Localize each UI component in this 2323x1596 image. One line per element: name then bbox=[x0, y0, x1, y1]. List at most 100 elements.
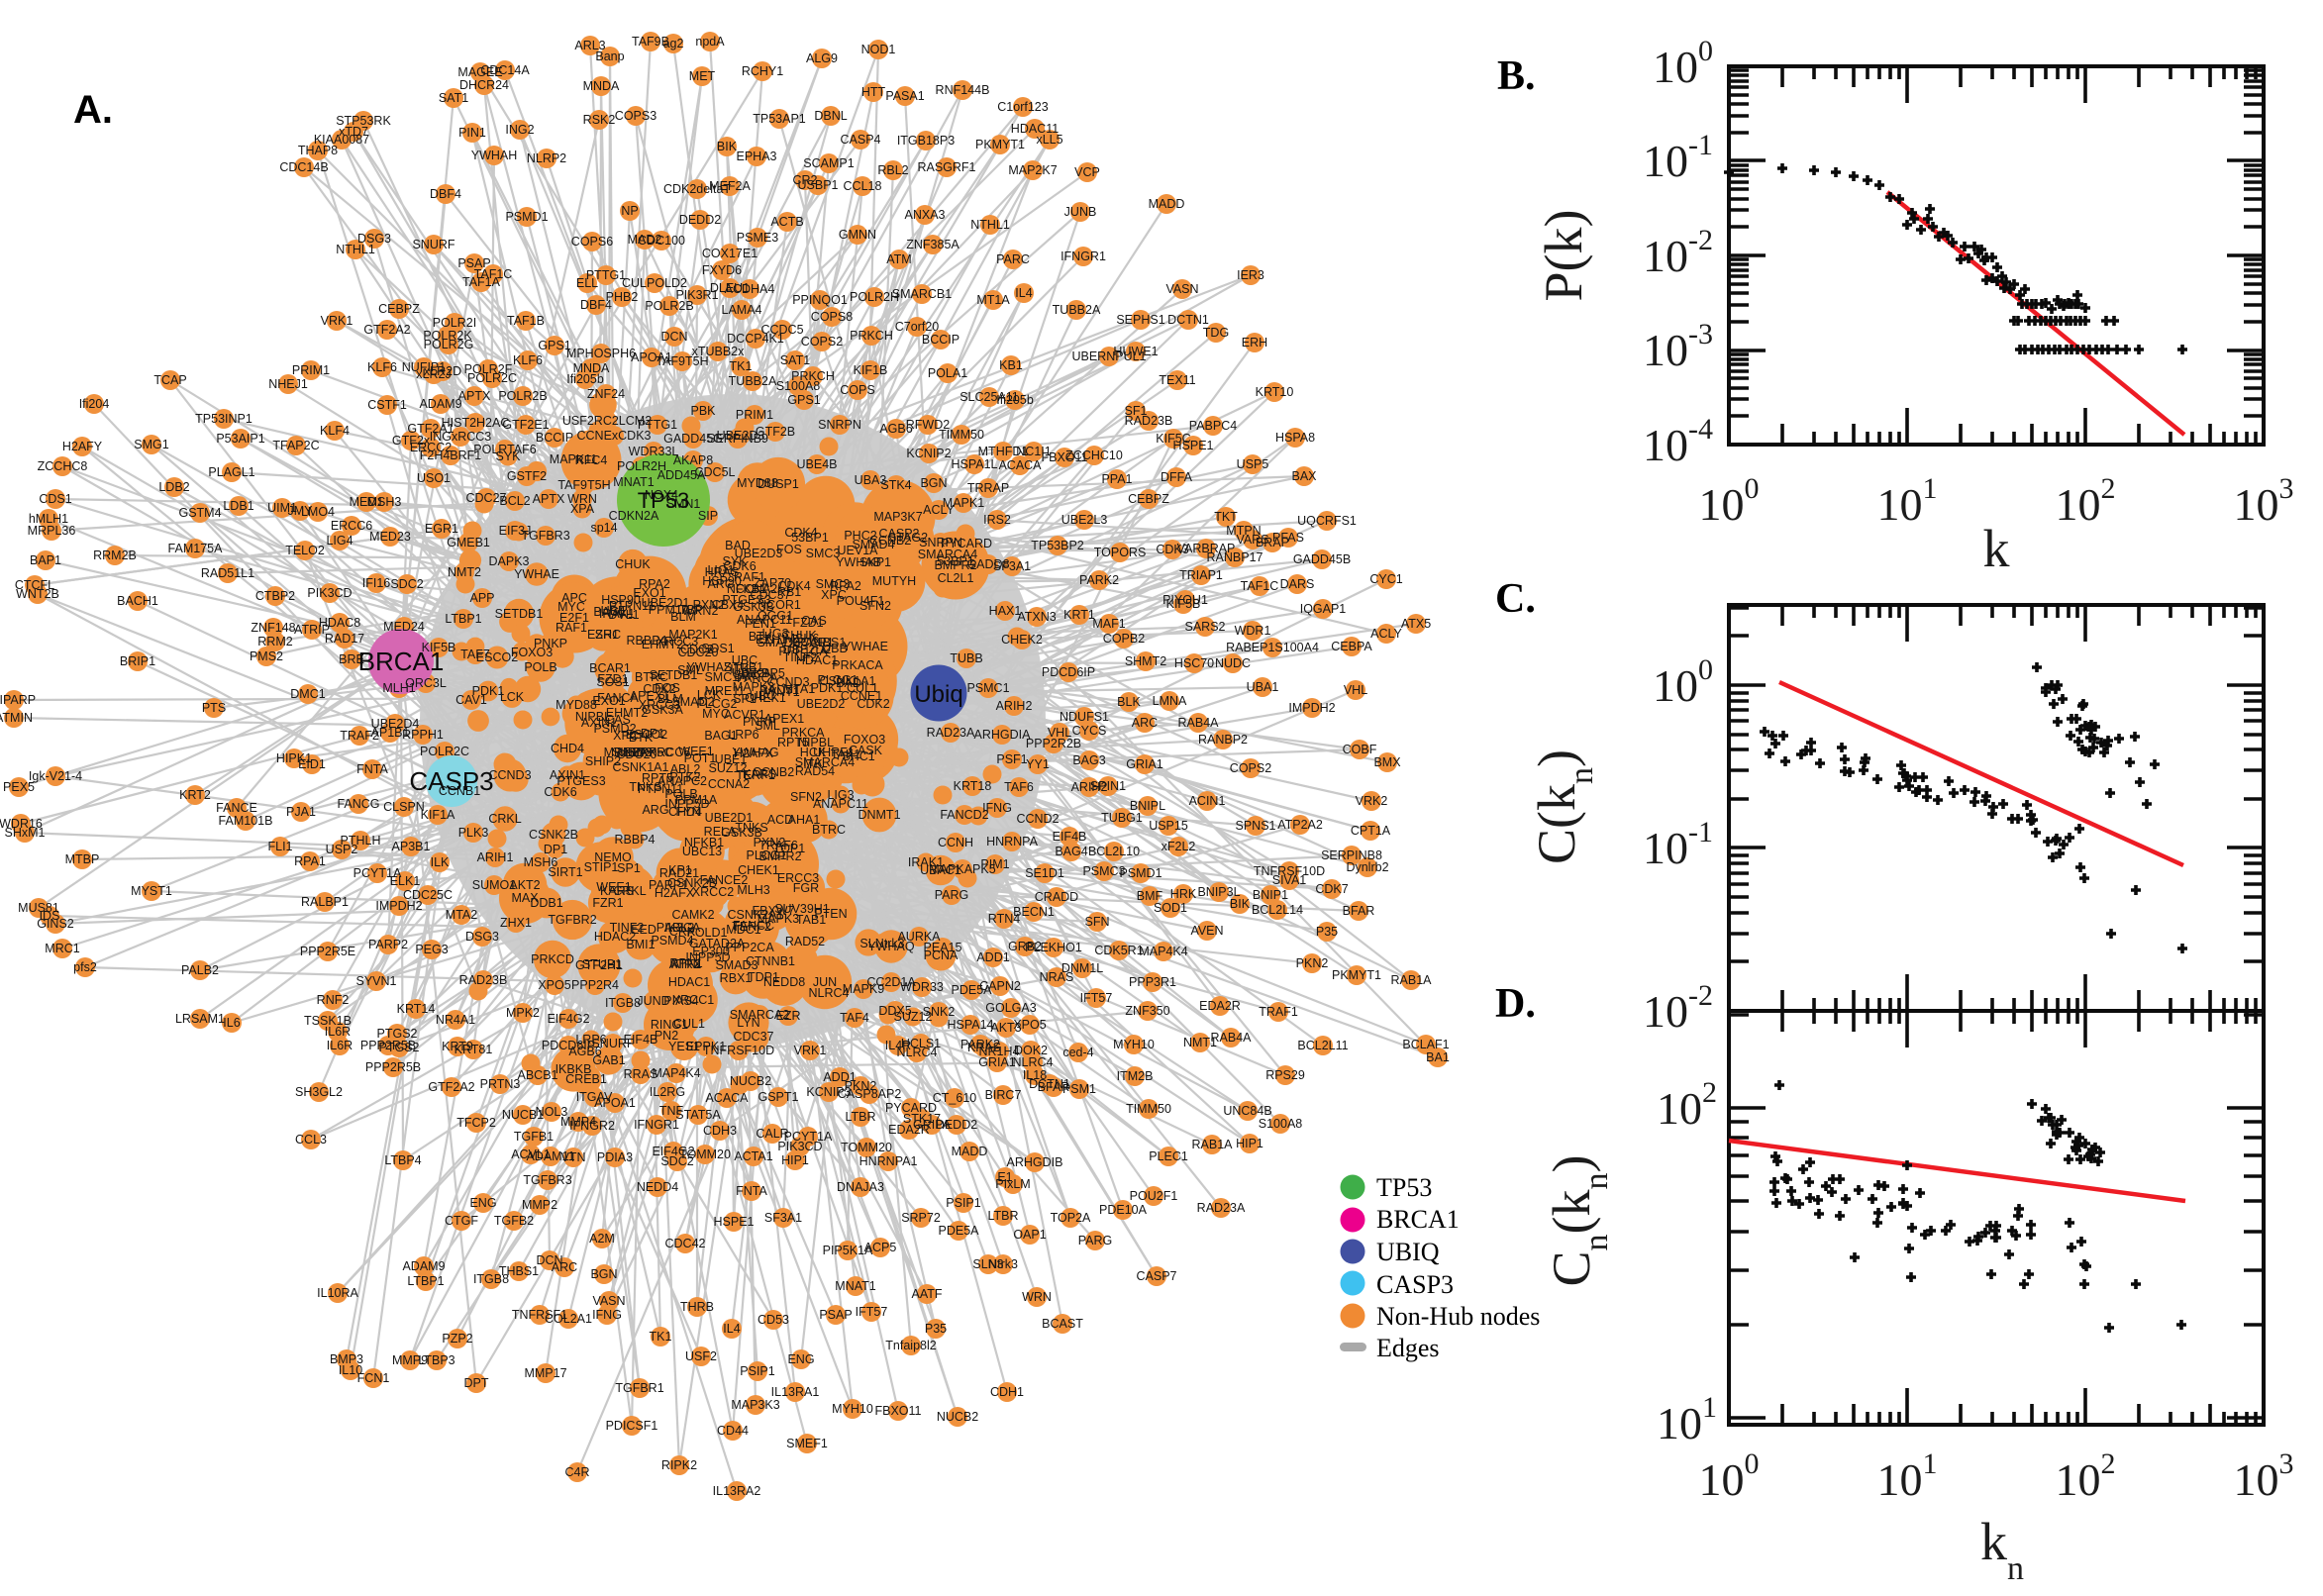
svg-text:xLR2J: xLR2J bbox=[416, 367, 451, 381]
svg-text:RBX1: RBX1 bbox=[720, 971, 753, 985]
svg-text:STK4: STK4 bbox=[880, 478, 911, 492]
svg-text:P35: P35 bbox=[925, 1322, 947, 1336]
svg-text:FLI1: FLI1 bbox=[267, 840, 292, 853]
svg-text:KLF6: KLF6 bbox=[367, 360, 397, 374]
svg-text:TRRAP: TRRAP bbox=[967, 481, 1009, 495]
svg-text:CT_610: CT_610 bbox=[933, 1091, 977, 1105]
svg-text:ADD1: ADD1 bbox=[823, 1070, 856, 1084]
svg-text:RBL2: RBL2 bbox=[877, 163, 908, 177]
svg-text:PMS2: PMS2 bbox=[250, 649, 283, 663]
svg-text:MYH10: MYH10 bbox=[832, 1402, 873, 1416]
svg-text:APP: APP bbox=[469, 591, 494, 605]
svg-text:ARIH2: ARIH2 bbox=[1071, 780, 1108, 794]
svg-text:MPHOSPH6: MPHOSPH6 bbox=[566, 347, 636, 360]
svg-text:GINS2: GINS2 bbox=[37, 917, 74, 931]
svg-text:PLK3: PLK3 bbox=[458, 826, 489, 840]
svg-text:HSPA1L: HSPA1L bbox=[951, 457, 997, 471]
svg-text:KIF5C: KIF5C bbox=[1156, 432, 1190, 446]
svg-text:PSMC1: PSMC1 bbox=[966, 681, 1009, 695]
svg-text:NUCB2: NUCB2 bbox=[937, 1410, 978, 1424]
svg-text:LYN: LYN bbox=[737, 1016, 759, 1030]
svg-text:ELK1: ELK1 bbox=[390, 874, 421, 888]
svg-text:COPB2: COPB2 bbox=[1103, 632, 1145, 646]
svg-text:MAF1: MAF1 bbox=[1092, 617, 1125, 631]
svg-text:BCL2: BCL2 bbox=[499, 494, 530, 508]
svg-text:IFT57: IFT57 bbox=[1080, 991, 1113, 1005]
svg-text:GMEB1: GMEB1 bbox=[447, 536, 490, 549]
svg-text:CEBPZ: CEBPZ bbox=[378, 302, 420, 316]
svg-text:RFWD2: RFWD2 bbox=[906, 418, 950, 432]
svg-text:DUSP1: DUSP1 bbox=[758, 477, 799, 491]
svg-text:C1orf123: C1orf123 bbox=[997, 100, 1048, 114]
svg-text:APEX1: APEX1 bbox=[764, 712, 804, 726]
svg-text:TAB1: TAB1 bbox=[796, 913, 826, 927]
svg-text:PSMD1: PSMD1 bbox=[1119, 866, 1162, 880]
svg-text:CDH3: CDH3 bbox=[703, 1124, 737, 1138]
svg-text:TEX11: TEX11 bbox=[1159, 373, 1195, 387]
svg-text:CDC100: CDC100 bbox=[638, 234, 685, 248]
svg-text:CHD4: CHD4 bbox=[551, 742, 584, 755]
svg-text:TKT: TKT bbox=[1214, 510, 1238, 524]
svg-text:ARC: ARC bbox=[552, 1260, 577, 1274]
svg-text:GADD45B: GADD45B bbox=[1293, 552, 1351, 566]
svg-text:Ifi205b: Ifi205b bbox=[996, 393, 1034, 407]
svg-text:XPA: XPA bbox=[570, 502, 595, 516]
svg-text:THAP8: THAP8 bbox=[298, 144, 338, 157]
svg-text:EGR1: EGR1 bbox=[425, 522, 458, 536]
svg-text:CREB1: CREB1 bbox=[565, 1072, 607, 1086]
svg-text:MADD: MADD bbox=[952, 1145, 988, 1158]
svg-text:VARS: VARS bbox=[1236, 533, 1268, 547]
svg-text:TUBB2A: TUBB2A bbox=[729, 374, 777, 388]
svg-text:TDP1: TDP1 bbox=[748, 970, 779, 984]
svg-text:ANXA3: ANXA3 bbox=[905, 208, 946, 222]
svg-text:SF3A1: SF3A1 bbox=[993, 559, 1031, 573]
svg-text:NHEJ1: NHEJ1 bbox=[268, 377, 308, 391]
svg-text:COPS3: COPS3 bbox=[615, 109, 656, 123]
svg-text:PALB2: PALB2 bbox=[181, 963, 219, 977]
svg-text:ABL2: ABL2 bbox=[670, 762, 701, 776]
svg-text:UBE2D3: UBE2D3 bbox=[717, 429, 765, 443]
svg-text:MUTYH: MUTYH bbox=[872, 574, 916, 588]
svg-text:BGN: BGN bbox=[920, 476, 947, 490]
svg-text:SML: SML bbox=[677, 663, 703, 677]
svg-text:Banp: Banp bbox=[595, 50, 624, 63]
svg-text:PPP1CA: PPP1CA bbox=[778, 645, 828, 658]
svg-text:BRIP1: BRIP1 bbox=[120, 654, 155, 668]
svg-text:PKMYT1: PKMYT1 bbox=[1332, 968, 1381, 982]
svg-text:MNDA: MNDA bbox=[583, 79, 620, 93]
svg-text:LRSAM1: LRSAM1 bbox=[175, 1012, 225, 1026]
svg-text:POLR2G: POLR2G bbox=[424, 338, 474, 351]
svg-text:WRN: WRN bbox=[1022, 1290, 1052, 1304]
svg-text:CDC20: CDC20 bbox=[617, 748, 657, 761]
svg-text:TAF9T5H: TAF9T5H bbox=[656, 354, 708, 368]
svg-text:PCNA: PCNA bbox=[924, 948, 959, 962]
svg-text:MED24: MED24 bbox=[383, 620, 425, 634]
svg-text:P(k): P(k) bbox=[1534, 210, 1593, 302]
svg-text:YWHAQ: YWHAQ bbox=[867, 940, 915, 953]
svg-text:RNF2: RNF2 bbox=[317, 993, 350, 1007]
svg-text:TDG: TDG bbox=[1203, 326, 1229, 340]
svg-text:Dynlrb2: Dynlrb2 bbox=[1346, 860, 1388, 874]
svg-text:RPS29: RPS29 bbox=[1265, 1068, 1305, 1082]
svg-text:NLRC4: NLRC4 bbox=[897, 1046, 938, 1059]
svg-text:ACLY: ACLY bbox=[1370, 627, 1402, 641]
svg-text:COX17E1: COX17E1 bbox=[702, 247, 758, 260]
svg-text:PARG: PARG bbox=[1078, 1234, 1113, 1247]
svg-text:MMP2: MMP2 bbox=[522, 1198, 557, 1212]
svg-text:PKMYT1: PKMYT1 bbox=[975, 138, 1025, 151]
svg-text:COPS6: COPS6 bbox=[571, 235, 613, 249]
svg-text:GSTF2: GSTF2 bbox=[507, 469, 547, 483]
svg-text:CDK5R1: CDK5R1 bbox=[1094, 944, 1143, 957]
svg-text:EIF4G2: EIF4G2 bbox=[547, 1012, 589, 1026]
svg-text:CTNNB1: CTNNB1 bbox=[746, 954, 795, 968]
svg-text:VHL: VHL bbox=[1344, 683, 1367, 697]
svg-text:TFCP2: TFCP2 bbox=[456, 1116, 496, 1130]
svg-text:TNFRSF10D: TNFRSF10D bbox=[1254, 864, 1325, 878]
svg-text:MET: MET bbox=[689, 69, 716, 83]
svg-text:USP5: USP5 bbox=[1237, 457, 1269, 471]
svg-text:USF2: USF2 bbox=[685, 1349, 717, 1363]
svg-text:H2AFX: H2AFX bbox=[734, 747, 774, 760]
svg-text:ILK: ILK bbox=[431, 855, 450, 869]
svg-text:PSME3: PSME3 bbox=[737, 231, 778, 245]
svg-text:UBIQ: UBIQ bbox=[1376, 1238, 1440, 1266]
